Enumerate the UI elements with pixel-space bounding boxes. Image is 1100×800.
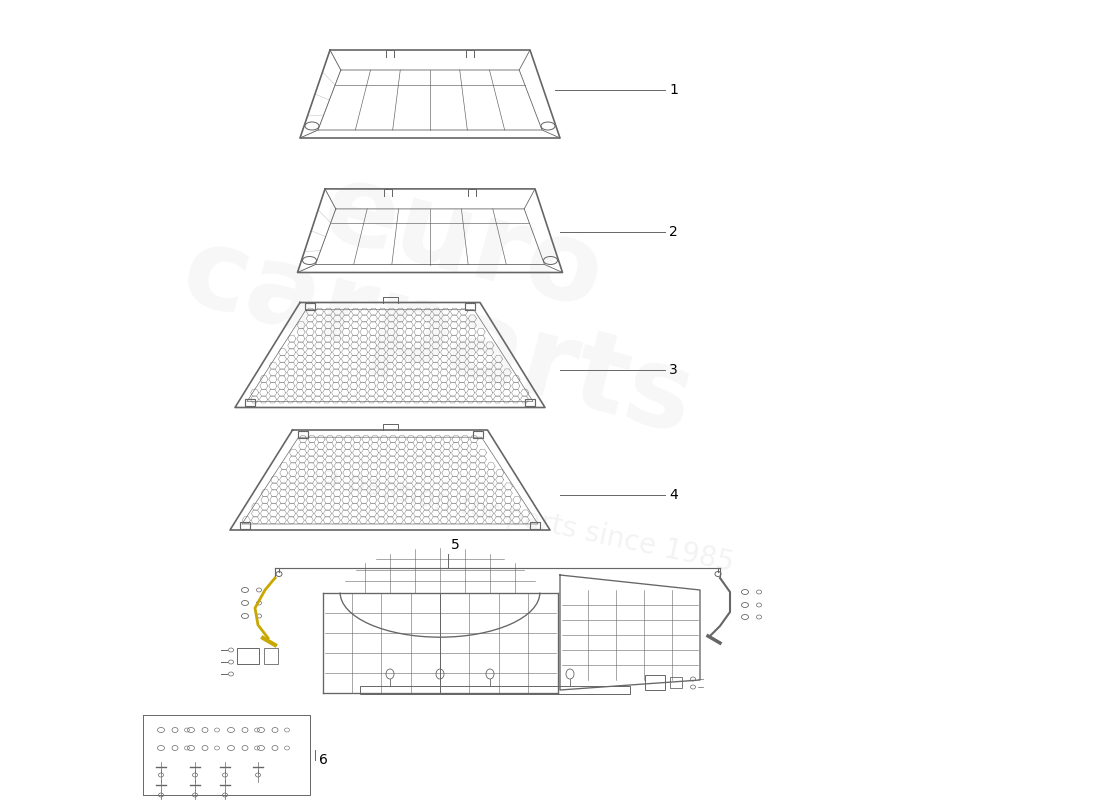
Text: 3: 3	[669, 363, 678, 377]
Text: 1: 1	[669, 83, 678, 97]
Bar	[525, 399, 535, 406]
Bar	[645, 675, 665, 690]
Bar	[264, 648, 278, 664]
Text: euro
carparts: euro carparts	[170, 123, 730, 457]
Text: a passion for parts since 1985: a passion for parts since 1985	[320, 462, 736, 578]
Text: 4: 4	[669, 488, 678, 502]
Bar	[236, 648, 258, 664]
Bar	[240, 522, 250, 529]
Bar	[297, 430, 308, 438]
Bar	[473, 430, 483, 438]
Text: 2: 2	[669, 225, 678, 239]
Bar	[670, 677, 682, 688]
Bar	[465, 303, 475, 310]
Bar	[360, 686, 630, 694]
Text: 5: 5	[451, 538, 460, 552]
Bar	[245, 399, 255, 406]
Bar	[530, 522, 540, 529]
Bar	[305, 303, 315, 310]
Text: 6: 6	[319, 753, 328, 767]
